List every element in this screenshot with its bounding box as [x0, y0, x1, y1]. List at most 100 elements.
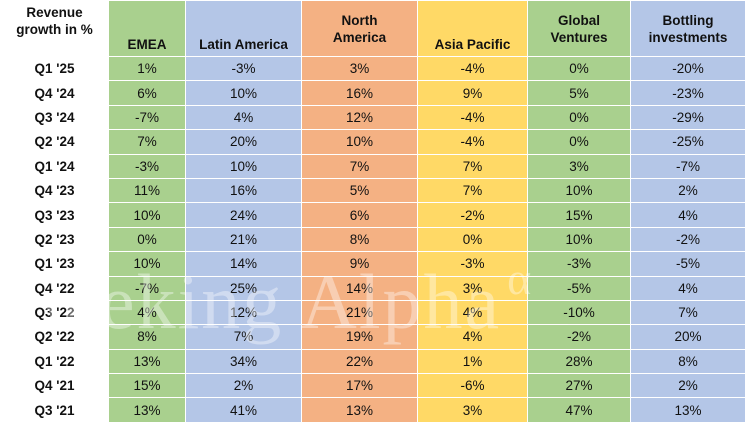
header-row: Revenue growth in % EMEA Latin America N… — [0, 0, 745, 57]
value-cell: -2% — [630, 226, 745, 253]
table-row: Q4 '23 11% 16% 5% 7% 10% 2% — [0, 177, 745, 204]
column-header-emea: EMEA — [108, 0, 186, 57]
column-header-line2: Asia Pacific — [434, 37, 511, 52]
value-cell: 14% — [185, 251, 302, 277]
value-cell: 9% — [417, 80, 528, 106]
value-cell: 9% — [301, 251, 418, 277]
value-cell: 6% — [301, 202, 418, 228]
value-cell: 4% — [630, 275, 745, 301]
value-cell: 24% — [185, 202, 302, 228]
value-cell: -2% — [417, 202, 528, 228]
table-row: Q2 '24 7% 20% 10% -4% 0% -25% — [0, 129, 745, 155]
value-cell: -5% — [527, 275, 631, 301]
value-cell: 2% — [630, 373, 745, 399]
value-cell: 0% — [527, 104, 631, 131]
table-row: Q2 '23 0% 21% 8% 0% 10% -2% — [0, 226, 745, 253]
row-label: Q2 '22 — [0, 324, 109, 350]
table-row: Q1 '23 10% 14% 9% -3% -3% -5% — [0, 251, 745, 277]
column-header-latin-america: Latin America — [185, 0, 302, 57]
column-header-line1: Global — [557, 12, 600, 28]
column-header-line2: EMEA — [127, 37, 167, 52]
corner-header-line2: growth in % — [16, 22, 93, 37]
value-cell: -4% — [417, 104, 528, 131]
value-cell: 7% — [301, 153, 418, 179]
value-cell: -3% — [527, 251, 631, 277]
row-label: Q1 '24 — [0, 153, 109, 179]
value-cell: -3% — [108, 153, 186, 179]
value-cell: 22% — [301, 348, 418, 375]
value-cell: 12% — [185, 299, 302, 326]
value-cell: 13% — [630, 397, 745, 423]
value-cell: 7% — [630, 299, 745, 326]
value-cell: 17% — [301, 373, 418, 399]
value-cell: 0% — [417, 226, 528, 253]
table-body: Q1 '25 1% -3% 3% -4% 0% -20% Q4 '24 6% 10% 16% 9% 5%… — [0, 55, 745, 423]
value-cell: 16% — [301, 80, 418, 106]
row-label: Q3 '23 — [0, 202, 109, 228]
value-cell: 16% — [185, 177, 302, 204]
value-cell: 1% — [417, 348, 528, 375]
column-header-line2: Latin America — [199, 37, 288, 52]
value-cell: 4% — [630, 202, 745, 228]
value-cell: 3% — [417, 397, 528, 423]
column-header-global-ventures: Global Ventures — [527, 0, 631, 57]
row-label: Q4 '21 — [0, 373, 109, 399]
value-cell: -5% — [630, 251, 745, 277]
row-label: Q3 '22 — [0, 299, 109, 326]
value-cell: 25% — [185, 275, 302, 301]
value-cell: 20% — [630, 324, 745, 350]
value-cell: -3% — [185, 55, 302, 82]
row-label: Q3 '21 — [0, 397, 109, 423]
column-header-line1: Bottling — [662, 12, 714, 28]
column-header-line1: North — [341, 12, 378, 28]
row-label: Q4 '24 — [0, 80, 109, 106]
value-cell: 47% — [527, 397, 631, 423]
value-cell: 10% — [108, 251, 186, 277]
value-cell: 2% — [185, 373, 302, 399]
value-cell: 8% — [108, 324, 186, 350]
value-cell: 4% — [185, 104, 302, 131]
value-cell: 10% — [185, 80, 302, 106]
value-cell: 11% — [108, 177, 186, 204]
value-cell: 5% — [301, 177, 418, 204]
value-cell: 0% — [108, 226, 186, 253]
table-row: Q2 '22 8% 7% 19% 4% -2% 20% — [0, 324, 745, 350]
table-row: Q4 '24 6% 10% 16% 9% 5% -23% — [0, 80, 745, 106]
row-label: Q1 '23 — [0, 251, 109, 277]
value-cell: 0% — [527, 55, 631, 82]
value-cell: 21% — [185, 226, 302, 253]
value-cell: 7% — [417, 177, 528, 204]
value-cell: 7% — [185, 324, 302, 350]
value-cell: 15% — [108, 373, 186, 399]
value-cell: 3% — [417, 275, 528, 301]
value-cell: 13% — [301, 397, 418, 423]
row-label: Q4 '23 — [0, 177, 109, 204]
value-cell: 8% — [301, 226, 418, 253]
value-cell: -7% — [108, 104, 186, 131]
value-cell: 10% — [527, 226, 631, 253]
value-cell: 12% — [301, 104, 418, 131]
value-cell: 15% — [527, 202, 631, 228]
corner-header: Revenue growth in % — [0, 0, 109, 57]
value-cell: 7% — [417, 153, 528, 179]
value-cell: -6% — [417, 373, 528, 399]
table-row: Q4 '21 15% 2% 17% -6% 27% 2% — [0, 373, 745, 399]
table-row: Q1 '25 1% -3% 3% -4% 0% -20% — [0, 55, 745, 82]
value-cell: 4% — [108, 299, 186, 326]
row-label: Q1 '25 — [0, 55, 109, 82]
value-cell: 19% — [301, 324, 418, 350]
corner-header-line1: Revenue — [26, 5, 83, 20]
value-cell: 13% — [108, 397, 186, 423]
value-cell: -25% — [630, 129, 745, 155]
value-cell: 3% — [301, 55, 418, 82]
table-row: Q3 '24 -7% 4% 12% -4% 0% -29% — [0, 104, 745, 131]
value-cell: 10% — [185, 153, 302, 179]
column-header-north-america: North America — [301, 0, 418, 57]
value-cell: 10% — [527, 177, 631, 204]
table-row: Q1 '24 -3% 10% 7% 7% 3% -7% — [0, 153, 745, 179]
value-cell: -7% — [630, 153, 745, 179]
value-cell: 28% — [527, 348, 631, 375]
row-label: Q2 '23 — [0, 226, 109, 253]
